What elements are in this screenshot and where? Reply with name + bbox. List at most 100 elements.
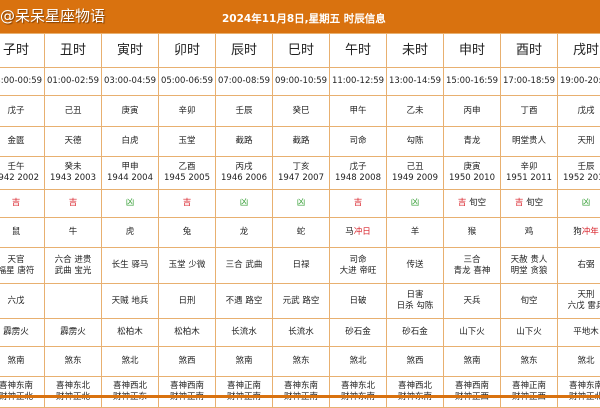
hour-ganzhi: 庚寅 [121,106,138,116]
clash-year-ganzhi: 甲申 [121,162,138,172]
cell-zodiac: 鼠 [0,218,45,248]
hour-name: 辰时 [231,43,257,58]
sha-direction: 煞南 [7,356,24,366]
cell-zodiac: 虎 [102,218,159,248]
cell-name: 辰时 [216,34,273,68]
luck-badge: 吉 [354,198,363,208]
nayin: 长流水 [288,327,314,337]
sha-direction: 煞南 [235,356,252,366]
cell-name: 未时 [387,34,444,68]
hour-time-range: 07:00-08:59 [218,76,270,86]
cell-deity: 青龙 [444,127,501,157]
good-stars: 六合 进贵 [55,255,92,265]
cell-name: 申时 [444,34,501,68]
cell-ganzhi: 戊子 [0,96,45,127]
cell-luck: 凶 [216,190,273,218]
bad-stars-2: 日杀 勾陈 [397,301,434,311]
cell-nayin: 砂石金 [387,319,444,347]
cell-xc: 喜神东南财神正南 [273,377,330,408]
cell-good: 右弼 [558,248,600,284]
cell-sha: 煞南 [216,347,273,377]
clash-years: 1947 2007 [278,173,324,183]
cell-zodiac: 牛 [45,218,102,248]
cell-deity: 天刑 [558,127,600,157]
cell-name: 酉时 [501,34,558,68]
luck-badge: 凶 [297,198,306,208]
cell-zodiac: 兔 [159,218,216,248]
cell-bad: 天兵 [444,284,501,319]
zodiac: 鼠 [12,227,21,237]
cell-ganzhi: 乙未 [387,96,444,127]
cell-sha: 煞东 [45,347,102,377]
hour-name: 卯时 [174,43,200,58]
hour-time-range: 23:00-00:59 [0,76,42,86]
hour-deity: 青龙 [463,136,480,146]
row-nayin: 霹雳火霹雳火松柏木松柏木长流水长流水砂石金砂石金山下火山下火平地木 [0,319,600,347]
hour-deity: 司命 [349,136,366,146]
clash-year-ganzhi: 庚寅 [463,162,480,172]
cell-deity: 白虎 [102,127,159,157]
row-sha: 煞南煞东煞北煞西煞南煞东煞北煞西煞南煞东煞北 [0,347,600,377]
zodiac: 蛇 [297,227,306,237]
hour-deity: 金匮 [7,136,24,146]
cell-luck: 凶 [558,190,600,218]
bad-stars: 日刑 [178,296,195,306]
luck-badge: 吉 [183,198,192,208]
hour-time-range: 11:00-12:59 [332,76,384,86]
cell-zodiac: 狗冲年 [558,218,600,248]
hour-name: 子时 [3,43,29,58]
hour-time-range: 03:00-04:59 [104,76,156,86]
cell-luck: 吉 [0,190,45,218]
clash-year-ganzhi: 戊子 [349,162,366,172]
cell-luck: 吉 旬空 [501,190,558,218]
cell-sha: 煞南 [0,347,45,377]
cell-good: 玉堂 少微 [159,248,216,284]
cell-deity: 勾陈 [387,127,444,157]
cell-bad: 日害日杀 勾陈 [387,284,444,319]
good-stars: 玉堂 少微 [169,260,206,270]
cell-deity: 天德 [45,127,102,157]
hour-name: 丑时 [60,43,86,58]
luck-badge: 凶 [240,198,249,208]
cell-sha: 煞北 [558,347,600,377]
cell-deity: 截路 [216,127,273,157]
hour-deity: 天德 [64,136,81,146]
hour-time-range: 13:00-14:59 [389,76,441,86]
cell-deity: 明堂贵人 [501,127,558,157]
bad-stars: 天贼 地兵 [112,296,149,306]
cell-xc: 喜神东北财神正北 [45,377,102,408]
hour-ganzhi: 辛卯 [178,106,195,116]
cell-nayin: 长流水 [216,319,273,347]
cell-xc: 喜神西北财神东南 [387,377,444,408]
cell-nayin: 松柏木 [159,319,216,347]
cell-nayin: 平地木 [558,319,600,347]
luck-badge: 吉 [12,198,21,208]
cell-name: 午时 [330,34,387,68]
bad-stars: 天刑 [577,290,594,300]
clash-year-ganzhi: 癸未 [64,162,81,172]
good-stars: 三合 武曲 [226,260,263,270]
sha-direction: 煞东 [520,356,537,366]
cell-name: 寅时 [102,34,159,68]
hour-ganzhi: 己丑 [64,106,81,116]
hour-name: 巳时 [288,43,314,58]
xishen-direction: 喜神东南 [284,381,318,391]
zodiac: 兔 [183,227,192,237]
cell-nayin: 松柏木 [102,319,159,347]
cell-sha: 煞西 [159,347,216,377]
clash-years: 1948 2008 [335,173,381,183]
nayin: 平地木 [573,327,599,337]
hour-deity: 明堂贵人 [512,136,546,146]
cell-ganzhi: 癸巳 [273,96,330,127]
cell-nayin: 霹雳火 [45,319,102,347]
cell-bad: 六戊 [0,284,45,319]
cell-time: 01:00-02:59 [45,68,102,96]
